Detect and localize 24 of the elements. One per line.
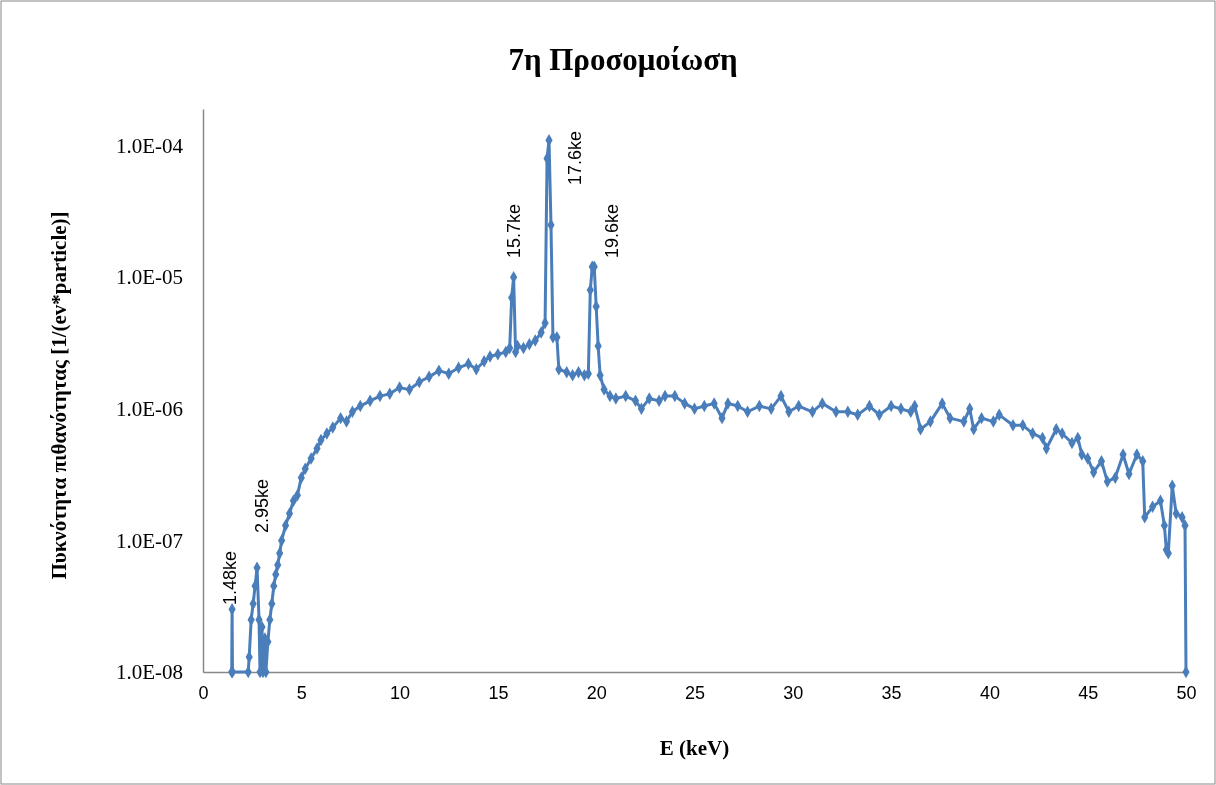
x-tick-label: 10 <box>390 682 411 703</box>
x-axis-title: E (keV) <box>659 736 730 760</box>
annotation: 2.95ke <box>252 478 272 533</box>
y-tick-label: 1.0E-06 <box>115 397 183 422</box>
annotation: 19.6ke <box>602 203 622 258</box>
x-tick-label: 5 <box>296 682 307 703</box>
x-tick-label: 45 <box>1078 682 1099 703</box>
y-tick-label: 1.0E-05 <box>115 265 183 290</box>
annotation: 1.48ke <box>220 550 240 605</box>
chart-title: 7η Προσομοίωση <box>508 42 738 77</box>
annotation: 15.7ke <box>504 203 524 258</box>
y-tick-label: 1.0E-04 <box>115 133 184 158</box>
y-tick-label: 1.0E-08 <box>115 660 183 685</box>
x-tick-label: 50 <box>1176 682 1197 703</box>
x-tick-label: 40 <box>979 682 1000 703</box>
x-tick-label: 20 <box>586 682 607 703</box>
y-axis-title: Πυκνότητα πιθανότητας [1/(ev*particle)] <box>47 211 71 580</box>
y-tick-label: 1.0E-07 <box>115 528 183 553</box>
annotation: 17.6ke <box>565 130 585 185</box>
x-tick-label: 35 <box>881 682 902 703</box>
x-tick-label: 15 <box>488 682 509 703</box>
x-tick-label: 30 <box>783 682 804 703</box>
x-tick-label: 25 <box>684 682 706 703</box>
x-tick-label: 0 <box>198 682 209 703</box>
